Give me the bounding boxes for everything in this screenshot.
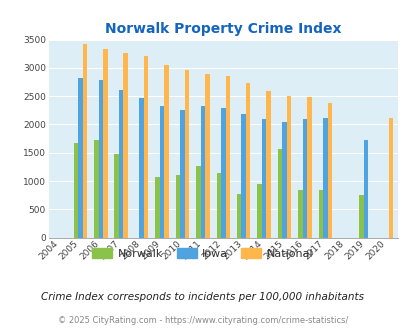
Bar <box>180 110 184 238</box>
Bar <box>200 106 205 238</box>
Bar <box>160 106 164 238</box>
Bar <box>94 140 98 238</box>
Bar <box>139 98 143 238</box>
Bar <box>302 119 307 238</box>
Bar <box>322 118 327 238</box>
Bar <box>358 195 363 238</box>
Title: Norwalk Property Crime Index: Norwalk Property Crime Index <box>105 22 341 36</box>
Bar <box>184 70 189 238</box>
Bar <box>155 177 160 238</box>
Bar <box>78 78 82 238</box>
Bar <box>245 83 250 238</box>
Bar <box>318 189 322 238</box>
Bar <box>82 44 87 238</box>
Bar <box>119 90 123 238</box>
Bar <box>216 173 220 238</box>
Bar <box>196 166 200 238</box>
Bar <box>103 49 107 238</box>
Bar <box>327 103 331 238</box>
Text: Crime Index corresponds to incidents per 100,000 inhabitants: Crime Index corresponds to incidents per… <box>41 292 364 302</box>
Bar <box>164 65 168 238</box>
Bar <box>307 97 311 238</box>
Bar <box>281 122 286 238</box>
Legend: Norwalk, Iowa, National: Norwalk, Iowa, National <box>87 244 318 263</box>
Bar <box>143 56 148 238</box>
Bar <box>225 76 230 238</box>
Bar <box>277 149 281 238</box>
Bar <box>123 53 128 238</box>
Bar <box>205 74 209 238</box>
Bar <box>257 184 261 238</box>
Bar <box>298 190 302 238</box>
Text: © 2025 CityRating.com - https://www.cityrating.com/crime-statistics/: © 2025 CityRating.com - https://www.city… <box>58 315 347 325</box>
Bar <box>388 118 392 238</box>
Bar <box>241 114 245 238</box>
Bar <box>286 96 290 238</box>
Bar <box>261 119 266 238</box>
Bar <box>266 90 270 238</box>
Bar <box>237 194 241 238</box>
Bar <box>114 154 119 238</box>
Bar <box>363 140 368 238</box>
Bar <box>73 143 78 238</box>
Bar <box>220 108 225 238</box>
Bar <box>98 80 103 238</box>
Bar <box>175 175 180 238</box>
